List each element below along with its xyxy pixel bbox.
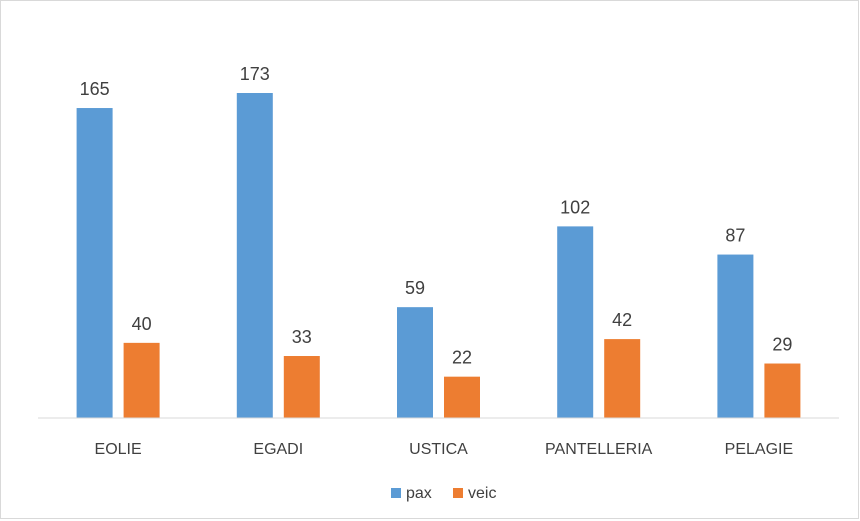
bar-pax-pantelleria bbox=[557, 226, 594, 418]
value-label-veic-egadi: 33 bbox=[292, 327, 312, 347]
category-label-ustica: USTICA bbox=[409, 441, 468, 458]
bar-pax-pelagie bbox=[717, 254, 754, 418]
value-label-pax-ustica: 59 bbox=[405, 278, 425, 298]
value-label-pax-eolie: 165 bbox=[80, 79, 110, 99]
category-label-pantelleria: PANTELLERIA bbox=[545, 441, 653, 458]
value-label-veic-pelagie: 29 bbox=[772, 335, 792, 355]
legend-swatch-pax bbox=[391, 488, 401, 498]
value-labels-layer: 165 40 173 33 59 22 102 42 87 29 bbox=[80, 64, 793, 368]
category-labels-layer: EOLIE EGADI USTICA PANTELLERIA PELAGIE bbox=[95, 441, 794, 458]
value-label-pax-pantelleria: 102 bbox=[560, 197, 590, 217]
legend-swatch-veic bbox=[453, 488, 463, 498]
bar-veic-eolie bbox=[123, 342, 160, 418]
legend-label-pax: pax bbox=[406, 485, 432, 502]
bar-pax-egadi bbox=[236, 93, 273, 418]
value-label-veic-pantelleria: 42 bbox=[612, 310, 632, 330]
category-label-egadi: EGADI bbox=[253, 441, 303, 458]
category-label-eolie: EOLIE bbox=[95, 441, 142, 458]
bar-veic-pantelleria bbox=[604, 339, 641, 418]
bar-veic-egadi bbox=[283, 356, 320, 418]
value-label-veic-eolie: 40 bbox=[132, 314, 152, 334]
legend: pax veic bbox=[391, 485, 496, 502]
value-label-veic-ustica: 22 bbox=[452, 348, 472, 368]
value-label-pax-egadi: 173 bbox=[240, 64, 270, 84]
bar-veic-ustica bbox=[444, 376, 480, 418]
bars-layer bbox=[76, 93, 801, 418]
category-label-pelagie: PELAGIE bbox=[725, 441, 793, 458]
bar-pax-eolie bbox=[76, 108, 113, 418]
bar-veic-pelagie bbox=[764, 363, 801, 418]
value-label-pax-pelagie: 87 bbox=[725, 226, 745, 246]
bar-pax-ustica bbox=[397, 307, 433, 418]
legend-label-veic: veic bbox=[468, 485, 496, 502]
